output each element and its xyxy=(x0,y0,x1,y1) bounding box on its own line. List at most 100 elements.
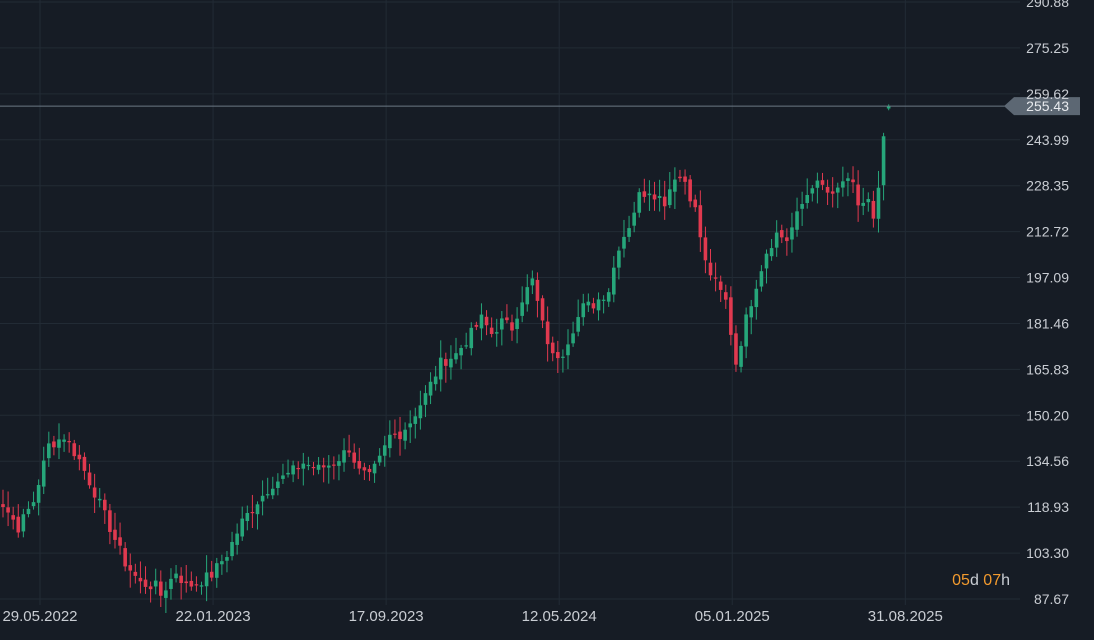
candle-body xyxy=(204,572,209,587)
candle-body xyxy=(286,472,290,475)
candle-body xyxy=(235,533,239,545)
candle-body xyxy=(438,357,443,380)
candle xyxy=(683,169,687,195)
candle xyxy=(138,561,143,594)
y-tick-label: 197.09 xyxy=(1026,270,1069,286)
candle-body xyxy=(184,581,189,584)
candle-body xyxy=(311,466,316,469)
candle xyxy=(622,219,626,258)
candle-body xyxy=(596,299,601,311)
candle xyxy=(357,447,362,475)
candle-body xyxy=(774,232,779,248)
candle-body xyxy=(795,211,799,230)
candle-body xyxy=(652,194,657,200)
y-tick-label: 290.88 xyxy=(1026,0,1069,10)
candle xyxy=(438,340,443,392)
candle-body xyxy=(846,178,850,181)
candle xyxy=(286,459,290,478)
candle-body xyxy=(199,585,204,587)
candle-body xyxy=(627,228,631,237)
candle xyxy=(316,457,321,475)
candle xyxy=(561,349,565,373)
candle-body xyxy=(36,485,41,503)
candle xyxy=(591,297,596,314)
candle-body xyxy=(265,494,270,496)
candle xyxy=(332,456,336,480)
candle-body xyxy=(26,508,31,515)
candle xyxy=(454,337,458,364)
y-tick-label: 103.30 xyxy=(1026,545,1069,561)
candle xyxy=(220,554,224,575)
candle xyxy=(627,215,631,242)
candle-body xyxy=(133,571,138,576)
candle-body xyxy=(77,454,82,460)
candle-body xyxy=(545,321,550,345)
candle xyxy=(764,249,769,284)
candle xyxy=(270,476,275,500)
candle-body xyxy=(723,292,728,300)
candle xyxy=(403,422,407,450)
candle-body xyxy=(428,381,433,396)
candle xyxy=(825,179,830,205)
candle-body xyxy=(67,441,71,443)
candle xyxy=(774,220,779,257)
candle-body xyxy=(357,461,362,469)
last-price-line: 255.43 xyxy=(0,97,1080,116)
candle-body xyxy=(606,292,611,302)
candle xyxy=(662,180,667,220)
candle-body xyxy=(637,192,642,213)
candle xyxy=(6,491,10,527)
candle-body xyxy=(708,262,713,276)
candle xyxy=(489,317,494,338)
candle-body xyxy=(678,176,682,179)
candle-body xyxy=(301,463,306,469)
candle-body xyxy=(734,333,738,365)
candle-body xyxy=(881,136,886,186)
y-tick-label: 165.83 xyxy=(1026,361,1069,377)
candle-body xyxy=(337,461,341,466)
candle-body xyxy=(576,317,580,332)
candle xyxy=(57,423,61,460)
candle xyxy=(734,325,738,372)
candle-body xyxy=(449,358,453,368)
candle-body xyxy=(484,316,489,326)
candle-body xyxy=(612,267,616,295)
candle xyxy=(352,443,357,469)
x-tick-label: 12.05.2024 xyxy=(522,608,597,625)
candle-body xyxy=(31,502,36,507)
candle-body xyxy=(143,579,148,587)
candle xyxy=(97,488,102,508)
candle-body xyxy=(825,186,830,193)
candle-body xyxy=(153,580,158,587)
candle xyxy=(637,188,642,218)
candle-body xyxy=(785,237,789,242)
candle-body xyxy=(759,271,764,287)
candle xyxy=(128,553,133,588)
candle-body xyxy=(647,193,652,196)
candle-body xyxy=(683,176,687,182)
candle-body xyxy=(779,230,784,238)
candle-body xyxy=(820,180,825,185)
candle xyxy=(673,167,677,210)
candle xyxy=(749,299,754,335)
candle-body xyxy=(632,212,636,226)
candle-body xyxy=(566,344,570,356)
candle xyxy=(800,191,804,226)
candle-body xyxy=(673,179,677,192)
candle-body xyxy=(815,180,820,188)
candle xyxy=(423,385,428,418)
candle-body xyxy=(281,475,285,479)
candle xyxy=(240,506,245,541)
candle xyxy=(342,438,346,472)
candle-body xyxy=(169,578,173,589)
candle xyxy=(133,563,138,584)
candle-body xyxy=(225,557,229,561)
candle-body xyxy=(408,423,412,428)
candle xyxy=(158,570,163,607)
candle-body xyxy=(108,510,112,532)
candle-body xyxy=(16,516,21,533)
candle-body xyxy=(520,302,524,316)
candle xyxy=(118,522,122,555)
